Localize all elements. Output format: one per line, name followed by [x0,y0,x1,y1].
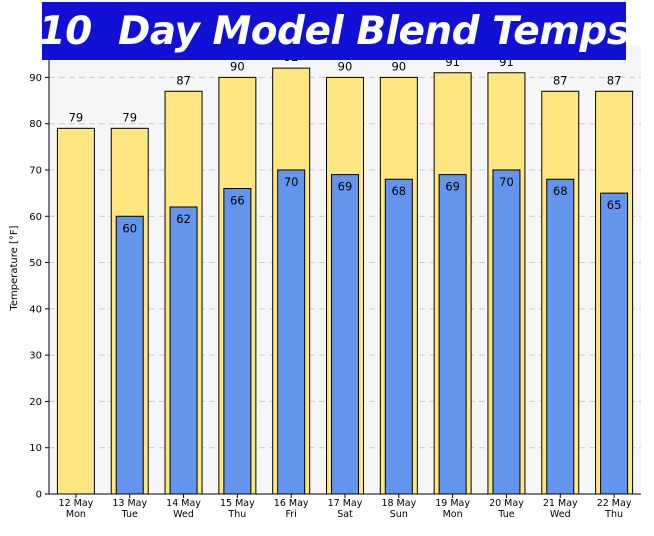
low-temp-bar [169,206,198,495]
y-tick-label: 80 [29,119,42,130]
x-tick-label-day: Thu [604,509,623,520]
x-tick-label-date: 22 May [597,498,632,509]
y-tick-label: 90 [29,73,42,84]
low-temp-bar [115,215,144,495]
low-temp-label: 65 [607,198,622,212]
y-tick-label: 70 [29,165,42,176]
x-tick-label-date: 20 May [489,498,524,509]
low-temp-bar [600,192,629,495]
high-temp-label: 90 [230,59,245,73]
high-temp-bar [56,127,95,495]
x-tick-label-day: Wed [173,509,194,520]
x-tick-label-date: 13 May [112,498,147,509]
x-tick-label-day: Sat [337,509,353,520]
x-tick-label-day: Mon [443,509,463,520]
low-temp-bar [492,169,521,495]
y-axis-label: Temperature [°F] [9,225,20,311]
low-temp-label: 62 [176,212,191,226]
x-tick-label-date: 12 May [59,498,94,509]
low-temp-bar [223,187,252,495]
bars [56,67,634,495]
chart-title: 10 Day Model Blend Temps [38,8,630,54]
y-tick-label: 0 [36,490,42,501]
x-tick-label-day: Tue [121,509,138,520]
x-tick-label-day: Mon [66,509,86,520]
x-tick-label-day: Fri [286,509,297,520]
high-temp-label: 90 [391,59,406,73]
low-temp-bar [384,178,413,495]
title-banner: 10 Day Model Blend Temps [39,2,630,60]
low-temp-label: 60 [122,221,137,235]
y-tick-label: 50 [29,258,42,269]
x-tick-label-date: 18 May [381,498,416,509]
x-tick-label-date: 16 May [274,498,309,509]
low-temp-bar [546,178,575,495]
high-temp-label: 87 [553,73,568,87]
x-tick-label-date: 21 May [543,498,578,509]
x-tick-label-date: 15 May [220,498,255,509]
x-tick-label-date: 14 May [166,498,201,509]
low-temp-label: 66 [230,193,245,207]
y-tick-label: 10 [29,443,42,454]
low-temp-bar [277,169,306,495]
x-tick-label-day: Tue [497,509,514,520]
low-temp-bar [331,174,359,495]
y-tick-label: 20 [29,397,42,408]
high-temp-label: 87 [607,73,622,87]
x-tick-label-day: Thu [227,509,246,520]
high-temp-label: 79 [122,110,137,124]
y-tick-label: 30 [29,351,42,362]
low-temp-label: 68 [553,184,568,198]
x-tick-label-date: 17 May [328,498,363,509]
low-temp-label: 69 [338,180,353,194]
high-temp-label: 90 [338,59,353,73]
y-tick-label: 60 [29,212,42,223]
x-tick-label-day: Wed [550,509,571,520]
low-temp-label: 69 [445,180,460,194]
low-temp-label: 68 [391,184,406,198]
low-temp-label: 70 [284,175,299,189]
y-tick-label: 40 [29,304,42,315]
high-temp-label: 87 [176,73,191,87]
high-temp-label: 79 [69,110,84,124]
x-tick-label-day: Sun [390,509,408,520]
x-tick-label-date: 19 May [435,498,470,509]
low-temp-label: 70 [499,175,514,189]
low-temp-bar [438,174,467,495]
